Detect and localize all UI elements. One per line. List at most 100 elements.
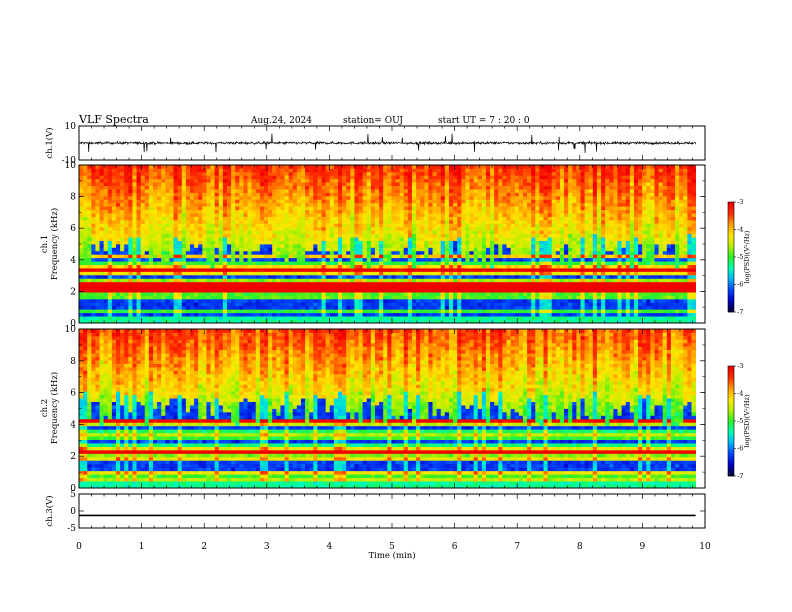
spectrogram-cell xyxy=(313,319,318,324)
spectrogram-cell xyxy=(457,216,462,221)
spectrogram-cell xyxy=(342,185,347,190)
spectrogram-cell xyxy=(403,195,409,200)
spectrogram-cell xyxy=(374,223,380,228)
spectrogram-cell xyxy=(157,292,162,296)
spectrogram-cell xyxy=(403,292,409,296)
spectrogram-cell xyxy=(152,261,158,265)
spectrogram-cell xyxy=(374,319,380,324)
spectrogram-cell xyxy=(103,288,109,293)
spectrogram-cell xyxy=(152,292,158,296)
spectrogram-cell xyxy=(391,271,396,276)
spectrogram-cell xyxy=(218,216,224,221)
spectrogram-cell xyxy=(210,192,216,197)
spectrogram-cell xyxy=(387,305,392,310)
spectrogram-cell xyxy=(255,254,261,259)
spectrogram-cell xyxy=(354,268,359,272)
spectrogram-cell xyxy=(383,168,388,173)
spectrogram-cell xyxy=(185,219,191,224)
spectrogram-cell xyxy=(366,271,372,276)
spectrogram-cell xyxy=(485,268,491,272)
spectrogram-cell xyxy=(111,213,117,217)
spectrogram-cell xyxy=(350,189,355,193)
spectrogram-cell xyxy=(276,171,281,176)
spectrogram-cell xyxy=(235,316,240,320)
spectrogram-cell xyxy=(403,302,409,307)
spectrogram-cell xyxy=(350,312,355,317)
spectrogram-cell xyxy=(440,247,446,252)
spectrogram-cell xyxy=(95,233,100,238)
spectrogram-cell xyxy=(296,309,302,314)
spectrogram-cell xyxy=(95,185,100,190)
spectrogram-cell xyxy=(136,261,142,265)
spectrogram-cell xyxy=(292,288,298,293)
spectrogram-cell xyxy=(243,182,248,186)
spectrogram-cell xyxy=(194,312,199,317)
spectrogram-cell xyxy=(185,206,191,211)
spectrogram-cell xyxy=(288,250,294,255)
spectrogram-cell xyxy=(194,257,199,262)
spectrogram-cell xyxy=(490,295,495,300)
spectrogram-cell xyxy=(99,302,105,307)
spectrogram-cell xyxy=(428,175,433,180)
spectrogram-cell xyxy=(399,202,405,207)
spectrogram-cell xyxy=(370,271,376,276)
spectrogram-cell xyxy=(498,288,503,293)
spectrogram-cell xyxy=(231,202,236,207)
spectrogram-cell xyxy=(202,268,207,272)
spectrogram-cell xyxy=(157,199,162,204)
spectrogram-cell xyxy=(206,199,211,204)
spectrogram-cell xyxy=(337,298,343,303)
spectrogram-cell xyxy=(206,247,211,252)
spectrogram-cell xyxy=(399,199,405,204)
spectrogram-cell xyxy=(440,292,446,296)
spectrogram-cell xyxy=(128,226,133,231)
spectrogram-cell xyxy=(333,185,339,190)
spectrogram-cell xyxy=(313,185,318,190)
spectrogram-cell xyxy=(247,202,253,207)
spectrogram-cell xyxy=(416,223,421,228)
spectrogram-cell xyxy=(296,216,302,221)
spectrogram-cell xyxy=(235,298,240,303)
spectrogram-cell xyxy=(473,206,479,211)
spectrogram-cell xyxy=(444,237,450,241)
spectrogram-cell xyxy=(87,250,92,255)
spectrogram-cell xyxy=(91,305,96,310)
spectrogram-cell xyxy=(152,250,158,255)
spectrogram-cell xyxy=(481,206,487,211)
spectrogram-cell xyxy=(329,185,335,190)
spectrogram-cell xyxy=(292,223,298,228)
spectrogram-cell xyxy=(103,257,109,262)
spectrogram-cell xyxy=(95,244,100,248)
spectrogram-cell xyxy=(469,178,475,183)
spectrogram-cell xyxy=(284,233,290,238)
spectrogram-cell xyxy=(325,261,331,265)
spectrogram-cell xyxy=(284,175,290,180)
spectrogram-cell xyxy=(214,312,220,317)
spectrogram-cell xyxy=(473,292,479,296)
spectrogram-cell xyxy=(411,285,417,290)
spectrogram-cell xyxy=(370,178,376,183)
spectrogram-cell xyxy=(432,247,438,252)
spectrogram-cell xyxy=(107,302,113,307)
spectrogram-cell xyxy=(374,295,380,300)
spectrogram-cell xyxy=(116,168,121,173)
spectrogram-cell xyxy=(231,281,236,286)
spectrogram-cell xyxy=(403,223,409,228)
spectrogram-cell xyxy=(337,247,343,252)
spectrogram-cell xyxy=(189,278,195,283)
spectrogram-cell xyxy=(169,206,174,211)
spectrogram-cell xyxy=(259,233,265,238)
spectrogram-cell xyxy=(214,195,220,200)
spectrogram-cell xyxy=(325,264,331,269)
spectrogram-cell xyxy=(461,240,466,245)
spectrogram-cell xyxy=(103,178,109,183)
spectrogram-cell xyxy=(444,195,450,200)
spectrogram-cell xyxy=(214,206,220,211)
spectrogram-cell xyxy=(128,309,133,314)
spectrogram-cell xyxy=(218,165,224,169)
spectrogram-cell xyxy=(214,271,220,276)
spectrogram-cell xyxy=(321,189,327,193)
spectrogram-cell xyxy=(502,271,507,276)
spectrogram-cell xyxy=(128,292,133,296)
spectrogram-cell xyxy=(510,278,516,283)
